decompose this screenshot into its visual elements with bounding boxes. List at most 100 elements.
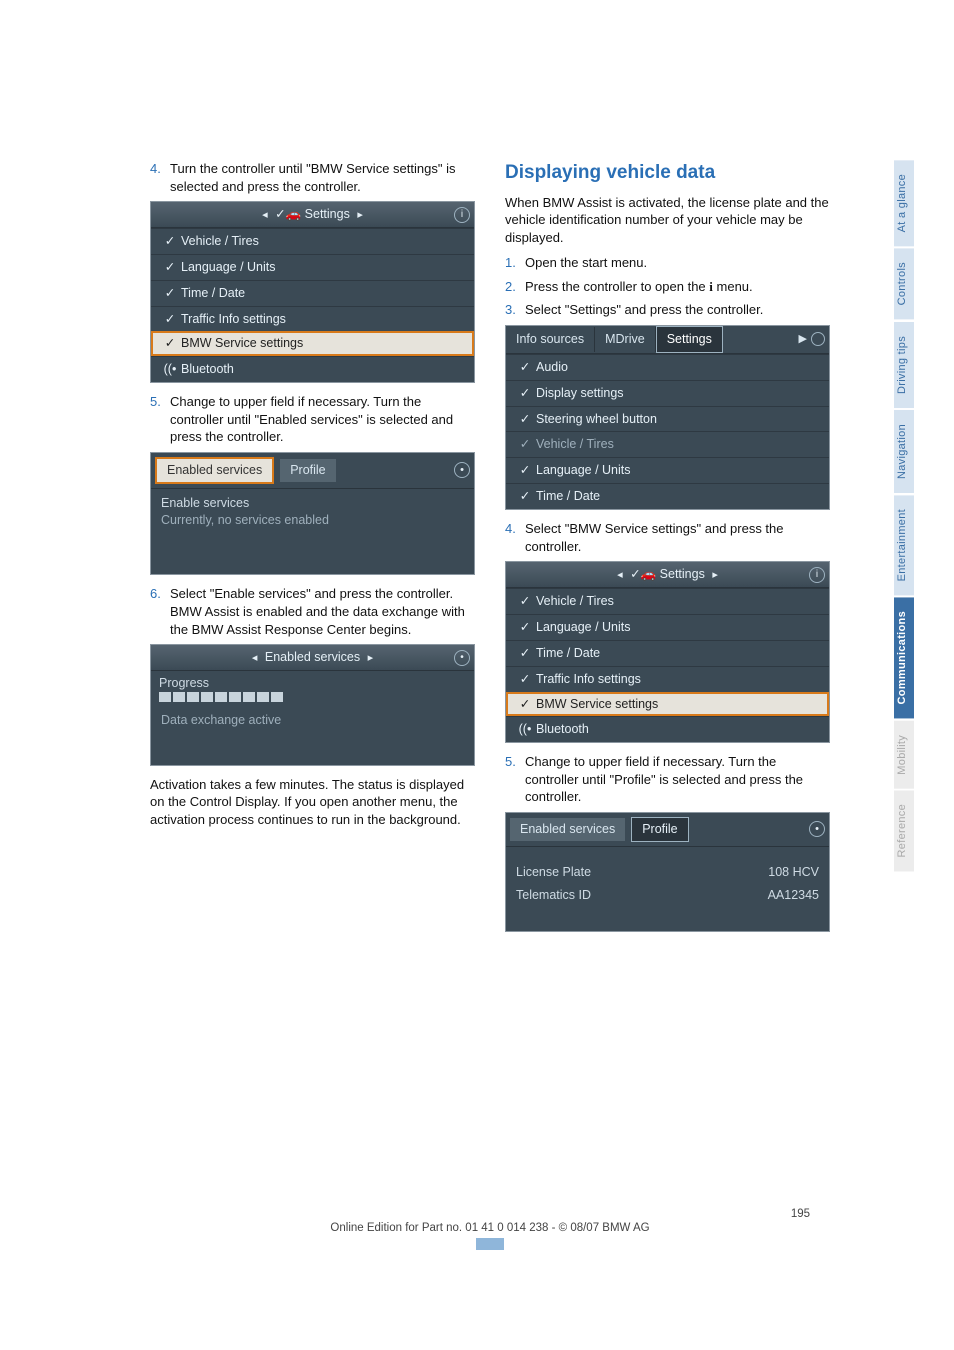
shot-title: Enabled services: [265, 650, 360, 664]
activation-note: Activation takes a few minutes. The stat…: [150, 776, 475, 829]
row-icon: ✓: [514, 488, 536, 505]
value: AA12345: [768, 887, 819, 904]
car-check-icon: ✓🚗: [630, 567, 656, 581]
sidenav-tab[interactable]: Entertainment: [894, 495, 914, 595]
screenshot-settings-1: ◂ ✓🚗 Settings ▸ i ✓Vehicle / Tires✓Langu…: [150, 201, 475, 383]
row-icon: ✓: [514, 593, 536, 610]
row-icon: ✓: [159, 335, 181, 352]
step-number: 4.: [150, 160, 170, 195]
tab-profile: Profile: [631, 817, 688, 842]
shot-header: ◂ Enabled services ▸ •: [151, 645, 474, 671]
info-circle-icon: i: [454, 207, 470, 223]
step-text: Select "Settings" and press the controll…: [525, 301, 830, 319]
car-check-icon: ✓🚗: [275, 207, 301, 221]
menu-row: ✓Vehicle / Tires: [151, 228, 474, 254]
enable-services-line: Enable services: [161, 495, 464, 512]
menu-row: ((•Bluetooth: [506, 716, 829, 742]
menu-row: ✓BMW Service settings: [151, 331, 474, 356]
screenshot-settings-2: ◂ ✓🚗 Settings ▸ i ✓Vehicle / Tires✓Langu…: [505, 561, 830, 743]
step-text: Press the controller to open the i menu.: [525, 278, 830, 296]
row-label: Language / Units: [181, 259, 276, 276]
shot-title: Settings: [660, 567, 705, 581]
right-step-3: 3. Select "Settings" and press the contr…: [505, 301, 830, 319]
menu-row: ✓Time / Date: [506, 640, 829, 666]
tab-settings: Settings: [656, 326, 723, 353]
menu-row: ✓Steering wheel button: [506, 406, 829, 432]
row-icon: ✓: [514, 462, 536, 479]
menu-row: ✓Vehicle / Tires: [506, 588, 829, 614]
progress-label: Progress: [151, 671, 474, 692]
menu-row: ✓Traffic Info settings: [151, 306, 474, 332]
sidenav-tab[interactable]: Communications: [894, 597, 914, 718]
row-icon: ✓: [514, 619, 536, 636]
row-icon: ✓: [514, 359, 536, 376]
right-step-5: 5. Change to upper field if necessary. T…: [505, 753, 830, 806]
menu-row: ((•Bluetooth: [151, 356, 474, 382]
right-step-2: 2. Press the controller to open the i me…: [505, 278, 830, 296]
left-column: 4. Turn the controller until "BMW Servic…: [150, 160, 475, 942]
menu-row: ✓Vehicle / Tires: [506, 431, 829, 457]
tab-header: Enabled services Profile •: [151, 453, 474, 489]
left-step-4: 4. Turn the controller until "BMW Servic…: [150, 160, 475, 195]
row-label: Vehicle / Tires: [181, 233, 259, 250]
row-icon: ✓: [514, 645, 536, 662]
row-label: Language / Units: [536, 619, 631, 636]
row-label: Audio: [536, 359, 568, 376]
right-arrow-icon: ▸: [364, 652, 378, 664]
step-text: Change to upper field if necessary. Turn…: [525, 753, 830, 806]
row-icon: ✓: [159, 233, 181, 250]
nav-circle-icon: •: [809, 821, 825, 837]
left-step-5: 5. Change to upper field if necessary. T…: [150, 393, 475, 446]
row-label: Bluetooth: [181, 361, 234, 378]
row-icon: ✓: [514, 436, 536, 453]
row-label: Time / Date: [536, 645, 600, 662]
row-label: Time / Date: [536, 488, 600, 505]
right-step-1: 1. Open the start menu.: [505, 254, 830, 272]
tab-info-sources: Info sources: [506, 327, 595, 352]
row-icon: ✓: [159, 285, 181, 302]
left-arrow-icon: ◂: [248, 652, 262, 664]
right-column: Displaying vehicle data When BMW Assist …: [505, 160, 830, 942]
step-text: Change to upper field if necessary. Turn…: [170, 393, 475, 446]
sidenav-tab[interactable]: Mobility: [894, 721, 914, 789]
row-icon: ✓: [159, 311, 181, 328]
row-label: Traffic Info settings: [536, 671, 641, 688]
step-number: 5.: [150, 393, 170, 446]
step-number: 5.: [505, 753, 525, 806]
value: 108 HCV: [768, 864, 819, 881]
shot-header: ◂ ✓🚗 Settings ▸ i: [506, 562, 829, 588]
nav-circle-icon: •: [454, 650, 470, 666]
screenshot-info-sources: Info sources MDrive Settings ▶ ✓Audio✓Di…: [505, 325, 830, 510]
sidenav-tab[interactable]: Reference: [894, 790, 914, 871]
menu-row: ✓Display settings: [506, 380, 829, 406]
left-step-6: 6. Select "Enable services" and press th…: [150, 585, 475, 638]
right-step-4: 4. Select "BMW Service settings" and pre…: [505, 520, 830, 555]
row-label: Language / Units: [536, 462, 631, 479]
step-number: 6.: [150, 585, 170, 638]
nav-circle-icon: [811, 332, 825, 346]
row-icon: ((•: [159, 361, 181, 378]
menu-row: ✓Audio: [506, 354, 829, 380]
sidenav-tab[interactable]: Driving tips: [894, 322, 914, 408]
screenshot-profile: Enabled services Profile • License Plate…: [505, 812, 830, 932]
row-label: BMW Service settings: [536, 696, 658, 713]
sidenav-tab[interactable]: Controls: [894, 248, 914, 319]
left-arrow-icon: ◂: [613, 569, 627, 581]
menu-row: ✓BMW Service settings: [506, 692, 829, 717]
step-number: 4.: [505, 520, 525, 555]
row-label: Vehicle / Tires: [536, 593, 614, 610]
row-icon: ✓: [159, 259, 181, 276]
sidenav-tab[interactable]: Navigation: [894, 410, 914, 493]
footer-bar-icon: [476, 1238, 504, 1250]
shot-header: ◂ ✓🚗 Settings ▸ i: [151, 202, 474, 228]
page-number: 195: [150, 1208, 830, 1220]
step-text: Open the start menu.: [525, 254, 830, 272]
tab-mdrive: MDrive: [595, 327, 656, 352]
screenshot-progress: ◂ Enabled services ▸ • Progress Data exc…: [150, 644, 475, 766]
license-plate-row: License Plate 108 HCV: [506, 861, 829, 884]
screenshot-enabled-services: Enabled services Profile • Enable servic…: [150, 452, 475, 576]
section-heading: Displaying vehicle data: [505, 160, 830, 186]
row-label: Bluetooth: [536, 721, 589, 738]
tab-header: Enabled services Profile •: [506, 813, 829, 847]
sidenav-tab[interactable]: At a glance: [894, 160, 914, 246]
